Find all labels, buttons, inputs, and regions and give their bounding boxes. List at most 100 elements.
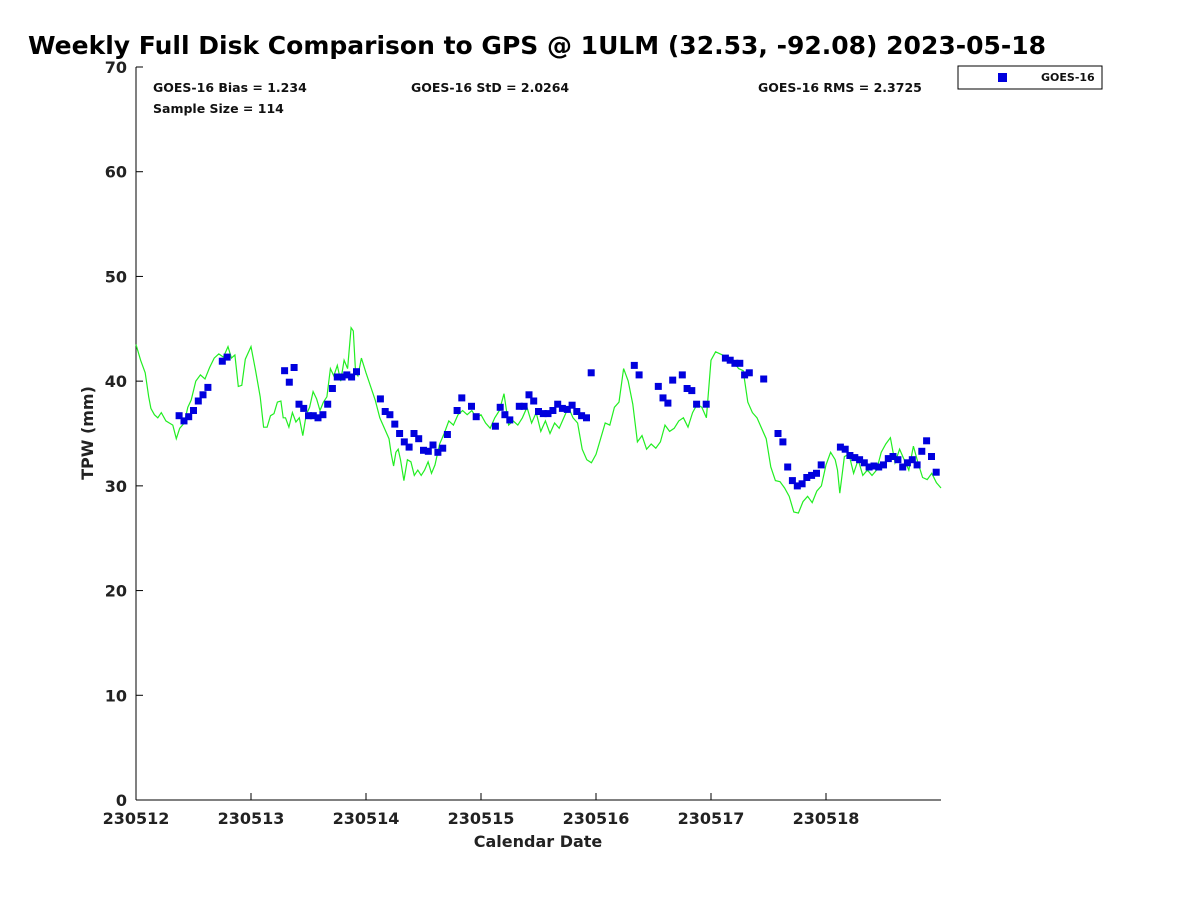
scatter-point [415,435,423,443]
scatter-point [813,469,820,477]
scatter-point [376,395,384,403]
scatter-point [630,361,638,369]
scatter-point [760,375,768,383]
series-line-gps [135,325,942,514]
scatter-point [923,437,931,445]
scatter-point [745,369,753,377]
scatter-point [583,414,590,422]
scatter-point [539,410,547,418]
scatter-point [453,407,461,414]
scatter-point [496,403,504,411]
scatter-point [693,400,701,408]
scatter-point [386,411,394,419]
scatter-point [860,459,868,467]
legend: GOES-16 [957,65,1103,90]
scatter-point [515,402,523,410]
scatter-point [185,413,193,421]
scatter-point [319,411,327,419]
scatter-point [305,412,312,420]
scatter-point [726,356,734,364]
scatter-point [530,397,538,405]
scatter-point [285,378,293,386]
scatter-point [563,405,571,413]
x-tick-label: 230513 [218,809,285,828]
scatter-point [587,369,595,377]
scatter-point [836,443,844,451]
scatter-point [520,402,528,410]
scatter-point [889,453,897,460]
scatter-point [928,453,935,460]
scatter-point [544,410,552,418]
scatter-point [328,385,336,392]
x-tick-label: 230514 [333,809,400,828]
scatter-point [472,413,480,421]
scatter-point [659,394,667,402]
y-tick-label: 30 [105,477,127,496]
scatter-point [338,373,346,381]
scatter-point [194,397,202,405]
scatter-point [295,400,303,408]
scatter-point [798,480,806,488]
scatter-point [180,417,188,425]
scatter-point [654,382,662,390]
scatter-point [908,456,916,464]
scatter-point [856,456,864,464]
y-tick-label: 10 [105,686,127,705]
scatter-point [678,371,686,379]
scatter-point [223,353,231,361]
scatter-point [333,373,341,381]
stat-rms: GOES-16 RMS = 2.3725 [758,80,922,95]
scatter-point [506,416,514,424]
scatter-point [324,400,332,408]
x-tick-label: 230515 [448,809,515,828]
scatter-point [314,414,322,422]
scatter-point [175,412,183,420]
scatter-point [309,412,317,420]
y-tick-label: 0 [116,791,127,810]
scatter-point [391,420,399,428]
scatter-point [913,461,921,469]
scatter-point [817,461,825,469]
scatter-point [669,376,677,384]
scatter-point [841,445,849,453]
stat-std: GOES-16 StD = 2.0264 [411,80,569,95]
legend-box [957,65,1103,90]
y-axis-ticks: 0 10 20 30 40 50 60 70 [105,58,143,810]
scatter-point [880,461,887,469]
scatter-point [348,373,356,381]
scatter-point [554,400,562,408]
scatter-point [218,357,226,365]
scatter-point [721,354,729,362]
y-axis-label: TPW (mm) [78,386,97,480]
scatter-point [420,446,427,454]
legend-label-goes16: GOES-16 [1041,71,1095,84]
scatter-point [851,454,859,462]
scatter-point [458,394,466,402]
scatter-point [932,468,940,476]
scatter-point [405,443,413,451]
scatter-point [683,385,691,392]
x-axis-ticks: 230512 230513 230514 230515 230516 230517 2305… [103,793,859,828]
y-tick-label: 70 [105,58,127,77]
legend-marker-goes16 [998,73,1007,82]
scatter-point [396,430,404,437]
scatter-point [468,402,475,410]
scatter-point [870,462,878,470]
scatter-point [784,463,792,471]
scatter-point [741,371,749,379]
scatter-point [443,431,451,438]
x-tick-label: 230516 [563,809,630,828]
scatter-point [491,422,499,430]
scatter-point [793,482,801,490]
scatter-point [635,371,643,379]
scatter-point [875,463,883,471]
scatter-point [736,359,744,367]
scatter-point [688,387,696,395]
scatter-point [702,400,710,408]
scatter-point [381,408,389,415]
scatter-point [573,408,581,415]
scatter-point [884,455,892,463]
x-tick-label: 230517 [678,809,745,828]
series-layer [135,325,942,514]
